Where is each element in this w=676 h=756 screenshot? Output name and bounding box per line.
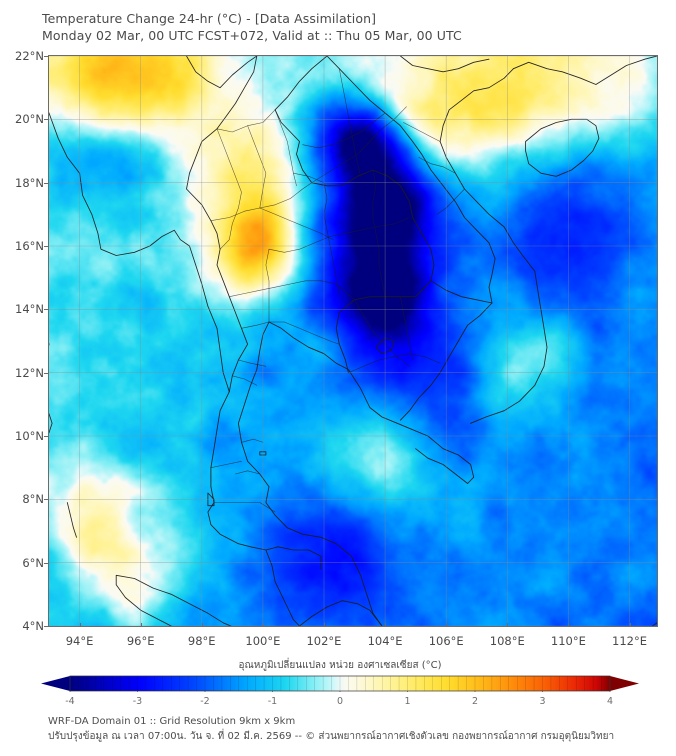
longitude-tick-mark [629, 623, 631, 627]
longitude-tick-mark [323, 623, 325, 627]
longitude-tick-label: 104°E [367, 634, 403, 648]
latitude-tick-mark [44, 626, 48, 627]
footer-line-domain: WRF-DA Domain 01 :: Grid Resolution 9km … [48, 716, 296, 727]
chart-title-line-1: Temperature Change 24-hr (°C) - [Data As… [42, 11, 377, 26]
longitude-tick-label: 94°E [65, 634, 94, 648]
chart-title-line-2: Monday 02 Mar, 00 UTC FCST+072, Valid at… [42, 28, 462, 43]
longitude-tick-label: 110°E [550, 634, 586, 648]
longitude-tick-label: 102°E [306, 634, 342, 648]
colorbar-tick-label: -3 [132, 696, 143, 707]
latitude-tick-mark [44, 182, 48, 184]
coastline-and-border-overlay [49, 56, 657, 626]
colorbar-tick-label: 3 [539, 696, 546, 707]
longitude-tick-label: 106°E [428, 634, 464, 648]
longitude-tick-mark [446, 623, 448, 627]
colorbar-tick-label: 2 [471, 696, 479, 707]
colorbar-tick-label: -2 [200, 696, 210, 707]
latitude-tick-label: 10°N [15, 429, 44, 443]
latitude-tick-mark [44, 119, 48, 121]
latitude-tick-label: 16°N [15, 239, 44, 253]
footer-block: WRF-DA Domain 01 :: Grid Resolution 9km … [48, 714, 668, 744]
latitude-axis: 4°N 6°N 8°N 10°N 12°N 14°N 16°N 18°N 20°N 22°N [0, 49, 48, 633]
longitude-tick-label: 96°E [126, 634, 155, 648]
longitude-tick-label: 108°E [489, 634, 525, 648]
chart-title-block: Temperature Change 24-hr (°C) - [Data As… [42, 10, 642, 44]
colorbar-title: อุณหภูมิเปลี่ยนแปลง หน่วย องศาเซลเซียส (… [238, 660, 442, 671]
longitude-tick-mark [79, 623, 81, 627]
longitude-tick-mark [507, 623, 509, 627]
colorbar-tick-label: 1 [404, 696, 411, 707]
latitude-tick-label: 12°N [15, 365, 44, 380]
longitude-tick-label: 98°E [187, 634, 216, 648]
colorbar-tick-label: 0 [336, 696, 344, 707]
latitude-tick-mark [44, 372, 48, 374]
colorbar-block: อุณหภูมิเปลี่ยนแปลง หน่วย องศาเซลเซียส (… [40, 658, 640, 710]
longitude-tick-mark [262, 623, 264, 627]
latitude-tick-label: 20°N [15, 112, 44, 127]
latitude-tick-mark [44, 309, 48, 311]
longitude-tick-mark [201, 623, 203, 627]
colorbar-tick-labels: -4 -3 -2 -1 0 1 2 3 4 [40, 692, 640, 710]
latitude-tick-label: 22°N [15, 49, 44, 63]
latitude-tick-mark [44, 56, 48, 57]
latitude-tick-mark [44, 562, 48, 564]
colorbar-tick-label: 4 [606, 696, 614, 707]
longitude-tick-label: 100°E [245, 634, 281, 648]
longitude-tick-mark [568, 623, 570, 627]
latitude-tick-label: 14°N [15, 302, 44, 317]
longitude-tick-label: 112°E [612, 634, 647, 648]
longitude-axis: 94°E 96°E 98°E 100°E 102°E 104°E 106°E 108°E 110… [48, 623, 658, 650]
map-plot-area[interactable] [48, 55, 658, 627]
temperature-anomaly-field [49, 56, 657, 626]
colorbar-tick-label: -4 [65, 696, 75, 707]
latitude-tick-mark [44, 499, 48, 501]
longitude-tick-mark [140, 623, 142, 627]
latitude-tick-mark [44, 246, 48, 247]
footer-line-credit: ปรับปรุงข้อมูล ณ เวลา 07:00น. วัน จ. ที่… [48, 731, 615, 742]
colorbar-tick-label: -1 [267, 696, 278, 707]
longitude-tick-mark [385, 623, 387, 627]
latitude-tick-mark [44, 436, 48, 437]
latitude-tick-label: 8°N [22, 492, 44, 507]
colorbar-gradient[interactable] [40, 675, 640, 692]
latitude-tick-label: 6°N [22, 555, 44, 570]
latitude-tick-label: 18°N [15, 175, 44, 190]
latitude-tick-label: 4°N [22, 619, 44, 633]
